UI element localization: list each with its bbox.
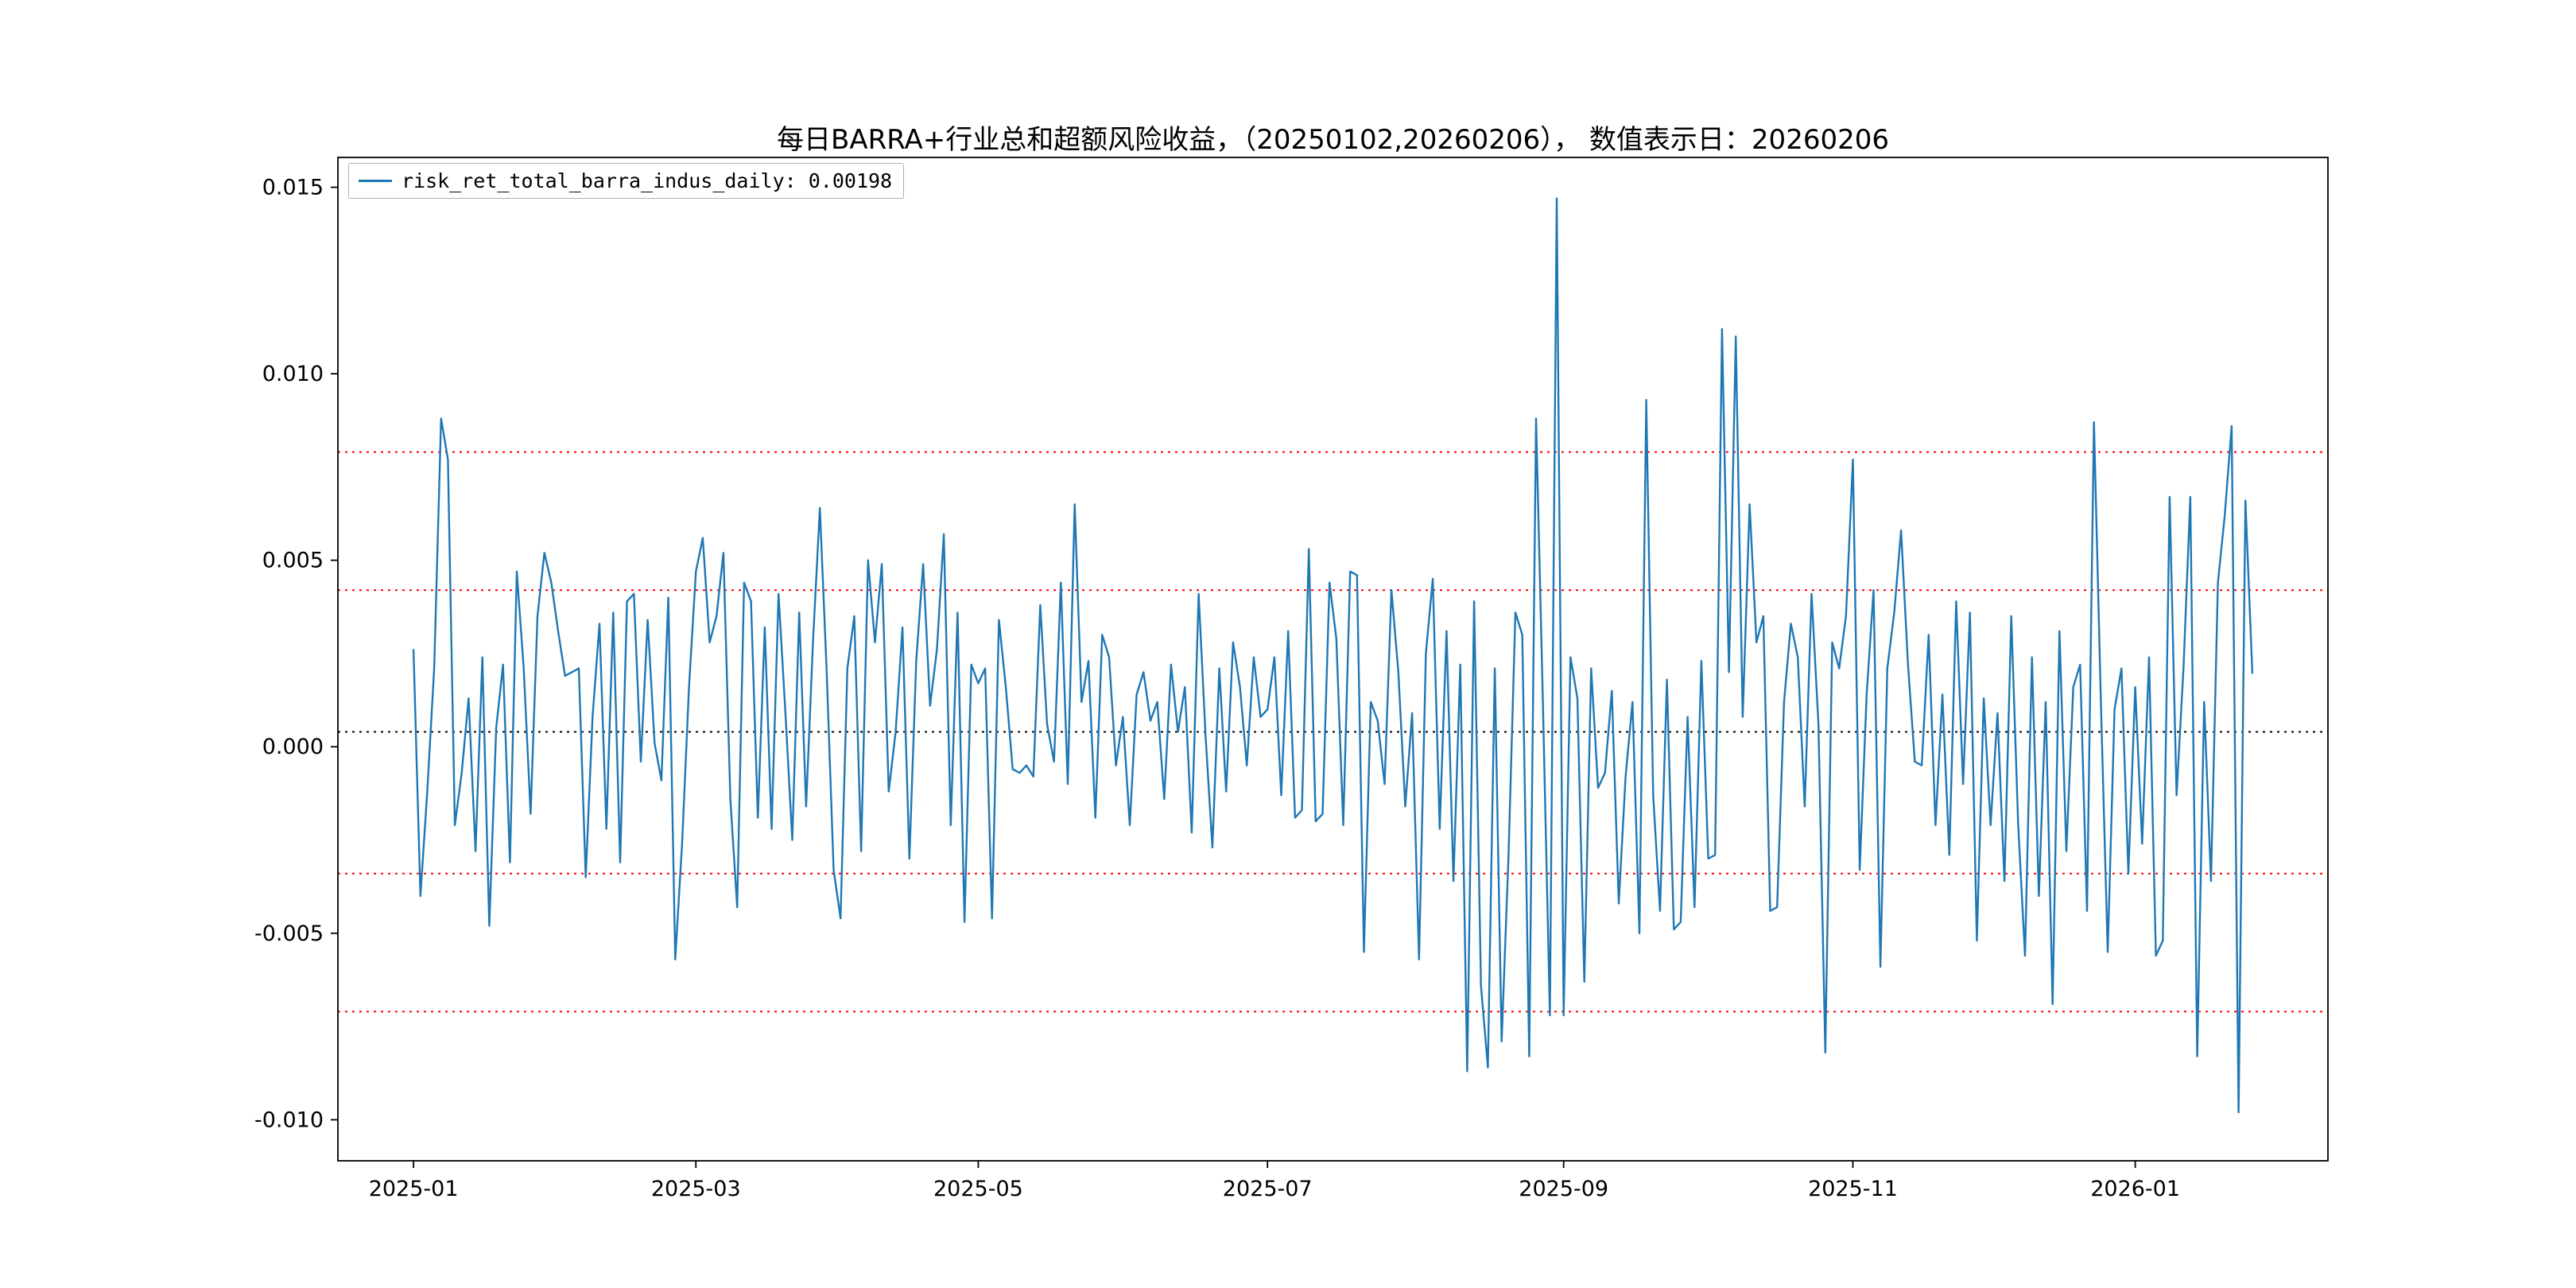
y-tick-label: -0.010	[254, 1108, 324, 1132]
x-tick-label: 2025-09	[1519, 1177, 1608, 1201]
x-tick-label: 2025-03	[651, 1177, 741, 1201]
x-tick-label: 2025-07	[1223, 1177, 1313, 1201]
y-tick-label: 0.000	[262, 735, 324, 759]
y-tick-label: 0.010	[262, 362, 324, 386]
x-tick-label: 2026-01	[2090, 1177, 2180, 1201]
y-tick-label: -0.005	[254, 921, 324, 946]
y-tick-label: 0.005	[262, 549, 324, 573]
legend-line-sample-icon	[359, 180, 392, 182]
x-tick-label: 2025-05	[933, 1177, 1023, 1201]
axes-box	[337, 157, 2329, 1162]
legend: risk_ret_total_barra_indus_daily: 0.0019…	[348, 163, 905, 199]
y-tick-label: 0.015	[262, 176, 324, 200]
chart-title: 每日BARRA+行业总和超额风险收益，（20250102,20260206）， …	[777, 124, 1889, 156]
data-line-risk_ret_total_barra_indus_daily	[412, 197, 2254, 1114]
legend-label: risk_ret_total_barra_indus_daily: 0.0019…	[402, 169, 893, 192]
x-tick-label: 2025-01	[369, 1177, 459, 1201]
x-tick-label: 2025-11	[1808, 1177, 1898, 1201]
